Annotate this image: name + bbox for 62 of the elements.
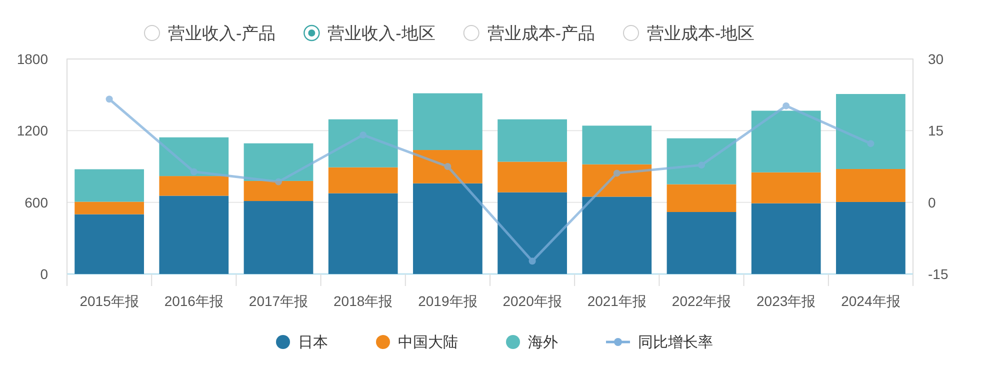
bar — [836, 94, 906, 170]
bar — [751, 110, 821, 172]
bar — [413, 150, 482, 184]
bar — [582, 196, 652, 274]
point — [528, 258, 536, 265]
point — [444, 163, 452, 170]
bar — [582, 164, 652, 197]
point — [275, 178, 282, 186]
point — [782, 102, 790, 110]
legend-label: 中国大陆 — [398, 334, 458, 351]
bar — [751, 172, 821, 204]
bar — [498, 162, 567, 192]
y2-tick-label: 0 — [928, 194, 936, 210]
y2-tick-label: 30 — [928, 51, 944, 67]
x-tick-label: 2015年报 — [80, 293, 139, 309]
bar — [244, 143, 314, 181]
bar — [159, 137, 229, 176]
y2-tick-label: 15 — [928, 122, 944, 139]
x-tick-label: 2022年报 — [672, 293, 732, 309]
legend-label: 海外 — [528, 334, 558, 351]
bar — [74, 169, 144, 202]
bar — [328, 193, 398, 274]
bar — [582, 126, 652, 164]
bar — [666, 138, 736, 184]
bar — [74, 214, 144, 274]
y-tick-label: 0 — [40, 266, 48, 282]
bar — [328, 167, 398, 194]
x-tick-label: 2020年报 — [502, 293, 562, 309]
point — [360, 131, 367, 138]
bar — [244, 201, 314, 274]
y-tick-label: 1800 — [16, 51, 48, 67]
bar — [498, 119, 567, 162]
bar — [751, 203, 821, 274]
bar — [666, 184, 736, 212]
bar — [413, 183, 482, 274]
bar — [498, 192, 567, 274]
point — [106, 96, 113, 103]
legend-label: 日本 — [298, 334, 328, 351]
bar — [328, 119, 398, 168]
bar — [666, 212, 736, 274]
x-tick-label: 2018年报 — [334, 293, 393, 309]
x-tick-label: 2019年报 — [418, 293, 478, 309]
bar — [836, 169, 906, 202]
x-tick-label: 2024年报 — [841, 293, 900, 309]
y-tick-label: 1200 — [16, 122, 48, 139]
bar — [413, 93, 482, 150]
bar — [159, 176, 229, 196]
y-tick-label: 600 — [24, 194, 48, 210]
point — [190, 168, 198, 176]
bar — [74, 202, 144, 214]
point — [867, 140, 874, 148]
bar — [836, 202, 906, 274]
y2-tick-label: -15 — [928, 266, 948, 282]
x-tick-label: 2017年报 — [248, 293, 308, 309]
x-tick-label: 2016年报 — [164, 293, 224, 309]
bar — [244, 180, 314, 202]
bar — [159, 196, 229, 274]
x-tick-label: 2023年报 — [756, 293, 816, 309]
point — [698, 162, 705, 169]
legend-label: 同比增长率 — [638, 334, 713, 351]
point — [613, 170, 620, 177]
x-tick-label: 2021年报 — [587, 293, 646, 309]
